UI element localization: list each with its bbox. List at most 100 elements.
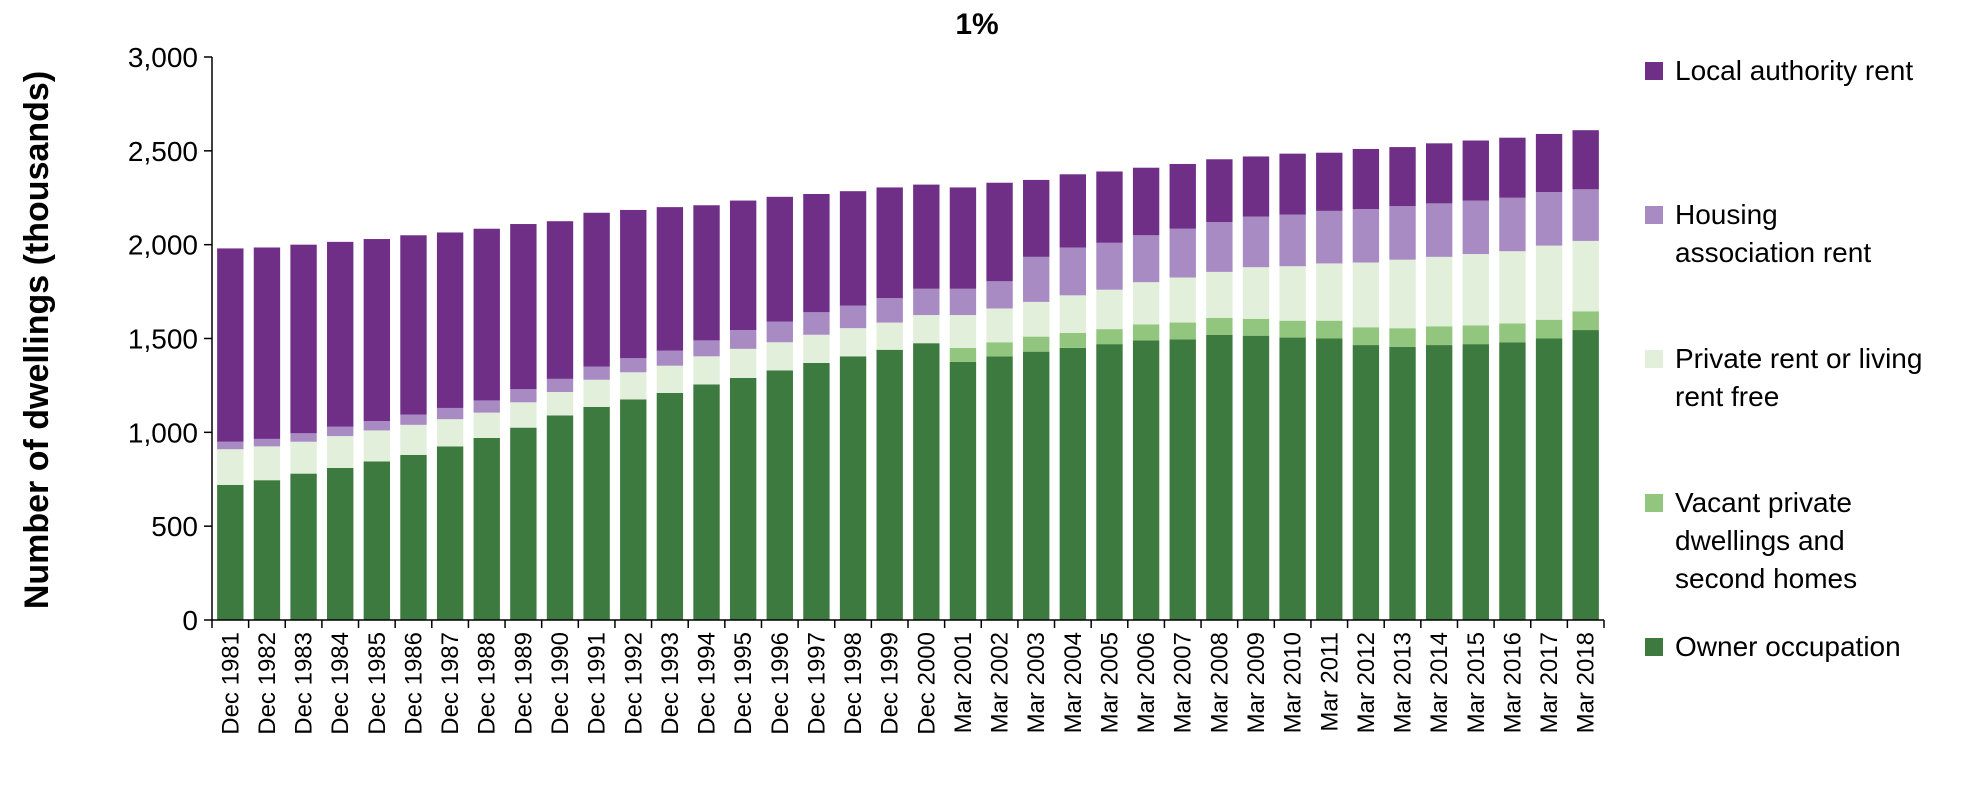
- bar-segment: [839, 328, 867, 357]
- bar-segment: [913, 343, 940, 620]
- bar-segment: [1242, 216, 1270, 268]
- bar-segment: [620, 372, 647, 400]
- x-tick-label: Dec 1990: [547, 632, 574, 735]
- x-tick-label: Mar 2014: [1426, 632, 1453, 733]
- x-tick-label: Dec 1983: [291, 632, 318, 735]
- x-tick-label: Mar 2016: [1499, 632, 1526, 733]
- legend-item: Owner occupation: [1645, 631, 1901, 662]
- bar-segment: [766, 342, 793, 371]
- bar-segment: [436, 419, 464, 447]
- bar-segment: [1316, 152, 1343, 211]
- legend: Local authority rent Housing association r…: [1645, 55, 1922, 662]
- bar-segment: [400, 454, 427, 620]
- bar-segment: [656, 350, 684, 366]
- x-tick-label: Mar 2003: [1023, 632, 1050, 733]
- series-2: [217, 240, 1599, 485]
- bar-segment: [510, 402, 537, 428]
- legend-swatch: [1645, 638, 1663, 656]
- bar-segment: [1462, 325, 1489, 345]
- bar-segment: [803, 334, 830, 363]
- bar-segment: [1535, 192, 1563, 246]
- bar-segment: [876, 349, 903, 620]
- y-tick-label: 1,500: [128, 324, 198, 355]
- x-tick-label: Dec 1999: [877, 632, 904, 735]
- bar-segment: [1169, 228, 1196, 278]
- bar-segment: [1425, 256, 1453, 327]
- legend-label: Vacant private dwellings and second homes: [1675, 487, 1857, 594]
- bar-segment: [1132, 324, 1160, 341]
- x-tick-label: Mar 2005: [1096, 632, 1123, 733]
- bar-segment: [876, 187, 903, 299]
- x-tick-label: Mar 2002: [987, 632, 1014, 733]
- bar-segment: [1462, 200, 1489, 255]
- x-tick-label: Mar 2018: [1573, 632, 1600, 733]
- bar-segment: [1023, 351, 1050, 620]
- bar-segment: [949, 187, 977, 289]
- x-tick-label: Dec 2000: [913, 632, 940, 735]
- bar-segment: [656, 365, 684, 393]
- bar-segment: [949, 361, 977, 620]
- bar-segment: [1535, 245, 1563, 320]
- x-tick-label: Dec 1998: [840, 632, 867, 735]
- x-tick-label: Dec 1987: [437, 632, 464, 735]
- bar-segment: [583, 379, 610, 407]
- bar-segment: [1242, 267, 1270, 319]
- bar-segment: [1059, 247, 1087, 296]
- legend-swatch: [1645, 494, 1663, 512]
- legend-swatch: [1645, 350, 1663, 368]
- y-tick-label: 1,000: [128, 417, 198, 448]
- bar-segment: [217, 449, 244, 485]
- bar-segment: [1499, 342, 1526, 620]
- bar-segment: [1389, 346, 1416, 620]
- y-axis-title: Number of dwellings (thousands): [18, 71, 56, 609]
- x-tick-label: Dec 1996: [767, 632, 794, 735]
- bar-segment: [1059, 174, 1087, 248]
- bar-segment: [1316, 320, 1343, 339]
- bar-segment: [1242, 335, 1270, 620]
- bar-segment: [583, 407, 610, 620]
- x-tick-label: Mar 2004: [1060, 632, 1087, 733]
- bar-segment: [1462, 254, 1489, 326]
- bar-segment: [803, 194, 830, 313]
- bar-segment: [1169, 339, 1196, 620]
- bar-segment: [803, 312, 830, 335]
- bar-segment: [1535, 133, 1563, 193]
- bar-segment: [986, 182, 1013, 282]
- bar-segment: [253, 480, 281, 620]
- bar-segment: [363, 461, 391, 620]
- bar-segment: [1279, 337, 1306, 620]
- bar-segment: [913, 288, 940, 316]
- bar-segment: [986, 342, 1013, 357]
- bar-segment: [510, 427, 537, 620]
- bar-segment: [1096, 344, 1123, 620]
- bar-segment: [363, 430, 391, 462]
- bar-segment: [217, 248, 244, 442]
- bar-segment: [400, 414, 427, 425]
- bar-segment: [1499, 137, 1526, 198]
- bar-segment: [1352, 345, 1380, 620]
- bar-segment: [1279, 266, 1306, 321]
- bar-segment: [729, 200, 757, 331]
- x-tick-label: Mar 2013: [1390, 632, 1417, 733]
- bar-segment: [913, 315, 940, 344]
- bar-segment: [656, 207, 684, 351]
- x-tick-label: Mar 2010: [1280, 632, 1307, 733]
- x-tick-label: Mar 2011: [1316, 632, 1343, 732]
- y-tick-label: 3,000: [128, 42, 198, 73]
- bar-segment: [986, 356, 1013, 620]
- bar-segment: [1279, 153, 1306, 215]
- bar-segment: [1499, 197, 1526, 252]
- legend-swatch: [1645, 206, 1663, 224]
- y-tick-label: 2,000: [128, 230, 198, 261]
- bar-segment: [1352, 327, 1380, 346]
- bar-segment: [693, 205, 720, 341]
- bar-segment: [1096, 171, 1123, 243]
- bar-segment: [1462, 140, 1489, 201]
- bar-segment: [949, 347, 977, 362]
- bar-segment: [290, 433, 317, 442]
- x-tick-label: Mar 2017: [1536, 632, 1563, 733]
- bar-segment: [620, 358, 647, 373]
- bar-segment: [1059, 295, 1087, 333]
- bar-segment: [400, 424, 427, 455]
- bar-segment: [583, 212, 610, 367]
